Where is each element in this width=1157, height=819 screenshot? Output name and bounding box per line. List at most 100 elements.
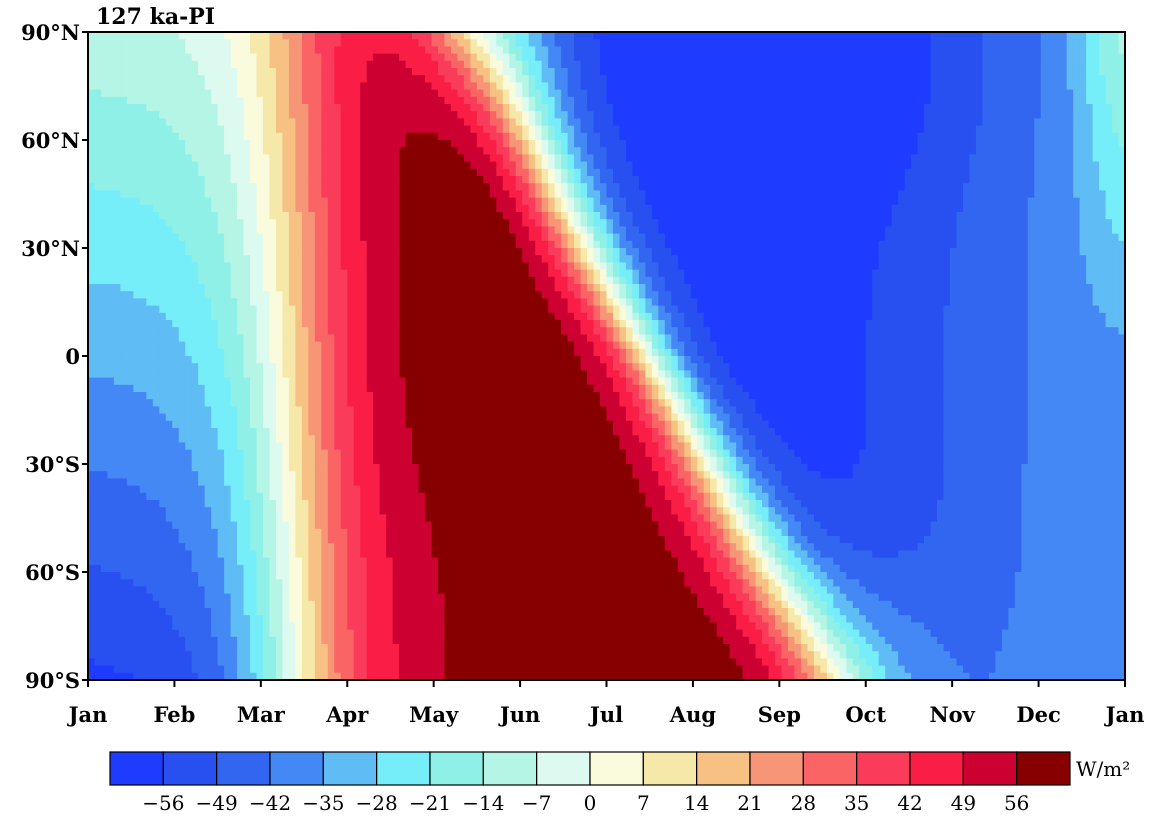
field-cell: [425, 492, 433, 501]
field-cell: [437, 672, 446, 680]
field-cell: [360, 521, 368, 530]
field-cell: [373, 327, 381, 335]
field-cell: [204, 629, 212, 638]
field-cell: [405, 298, 413, 307]
field-cell: [347, 96, 355, 105]
field-cell: [340, 60, 348, 69]
field-cell: [100, 485, 109, 494]
field-cell: [405, 449, 413, 458]
field-cell: [256, 608, 264, 616]
field-cell: [431, 284, 439, 292]
field-cell: [88, 478, 96, 487]
field-cell: [88, 341, 96, 350]
field-cell: [282, 507, 290, 515]
field-cell: [340, 154, 348, 163]
field-cell: [412, 629, 420, 638]
field-cell: [120, 204, 128, 213]
field-cell: [126, 32, 134, 40]
field-cell: [250, 312, 258, 321]
field-cell: [301, 60, 309, 69]
field-cell: [282, 125, 290, 134]
field-cell: [224, 89, 232, 98]
field-cell: [360, 298, 368, 307]
field-cell: [165, 413, 173, 422]
field-cell: [405, 233, 413, 242]
field-cell: [431, 204, 439, 213]
field-cell: [243, 399, 251, 407]
field-cell: [146, 298, 154, 307]
field-cell: [405, 413, 413, 422]
field-cell: [405, 442, 413, 451]
field-cell: [243, 168, 251, 177]
field-cell: [353, 586, 361, 595]
field-cell: [146, 341, 154, 350]
field-cell: [185, 608, 193, 616]
field-cell: [126, 543, 134, 551]
field-cell: [120, 384, 128, 393]
field-cell: [159, 219, 167, 227]
field-cell: [295, 377, 303, 386]
field-cell: [146, 636, 154, 645]
field-cell: [412, 492, 420, 501]
field-cell: [431, 176, 439, 184]
field-cell: [198, 428, 206, 436]
field-cell: [321, 320, 329, 328]
field-cell: [412, 363, 420, 371]
field-cell: [230, 46, 238, 55]
field-cell: [288, 593, 296, 602]
field-cell: [314, 39, 322, 47]
field-cell: [230, 485, 238, 494]
field-cell: [353, 665, 361, 674]
field-cell: [431, 104, 439, 112]
field-cell: [107, 284, 115, 292]
field-cell: [88, 140, 96, 148]
field-cell: [113, 500, 121, 508]
field-cell: [262, 75, 271, 83]
field-cell: [120, 118, 128, 127]
field-cell: [191, 147, 199, 155]
field-cell: [126, 183, 134, 191]
field-cell: [100, 348, 109, 357]
field-cell: [399, 543, 407, 551]
field-cell: [327, 147, 335, 155]
field-cell: [301, 514, 309, 523]
field-cell: [334, 420, 342, 429]
field-cell: [165, 593, 173, 602]
field-cell: [198, 82, 206, 91]
field-cell: [437, 550, 446, 559]
field-cell: [418, 600, 426, 609]
field-cell: [275, 140, 284, 148]
field-cell: [204, 262, 212, 271]
field-cell: [340, 298, 348, 307]
field-cell: [262, 233, 271, 242]
field-cell: [314, 161, 322, 170]
field-cell: [172, 276, 180, 285]
field-cell: [308, 68, 316, 76]
field-cell: [425, 586, 433, 595]
field-cell: [198, 341, 206, 350]
field-cell: [224, 262, 232, 271]
field-cell: [327, 298, 335, 307]
field-cell: [321, 39, 329, 47]
field-cell: [412, 327, 420, 335]
field-cell: [288, 183, 296, 191]
field-cell: [437, 392, 446, 400]
field-cell: [392, 68, 400, 76]
field-cell: [250, 140, 258, 148]
field-cell: [256, 327, 264, 335]
field-cell: [198, 154, 206, 163]
field-cell: [165, 334, 173, 343]
field-cell: [275, 456, 284, 465]
field-cell: [431, 644, 439, 652]
field-cell: [412, 32, 420, 40]
field-cell: [237, 435, 245, 443]
field-cell: [217, 507, 225, 515]
field-cell: [308, 111, 316, 119]
field-cell: [340, 665, 348, 674]
field-cell: [152, 68, 160, 76]
field-cell: [405, 543, 413, 551]
field-cell: [237, 672, 245, 680]
field-cell: [334, 46, 342, 55]
field-cell: [437, 132, 446, 141]
field-cell: [327, 579, 335, 587]
